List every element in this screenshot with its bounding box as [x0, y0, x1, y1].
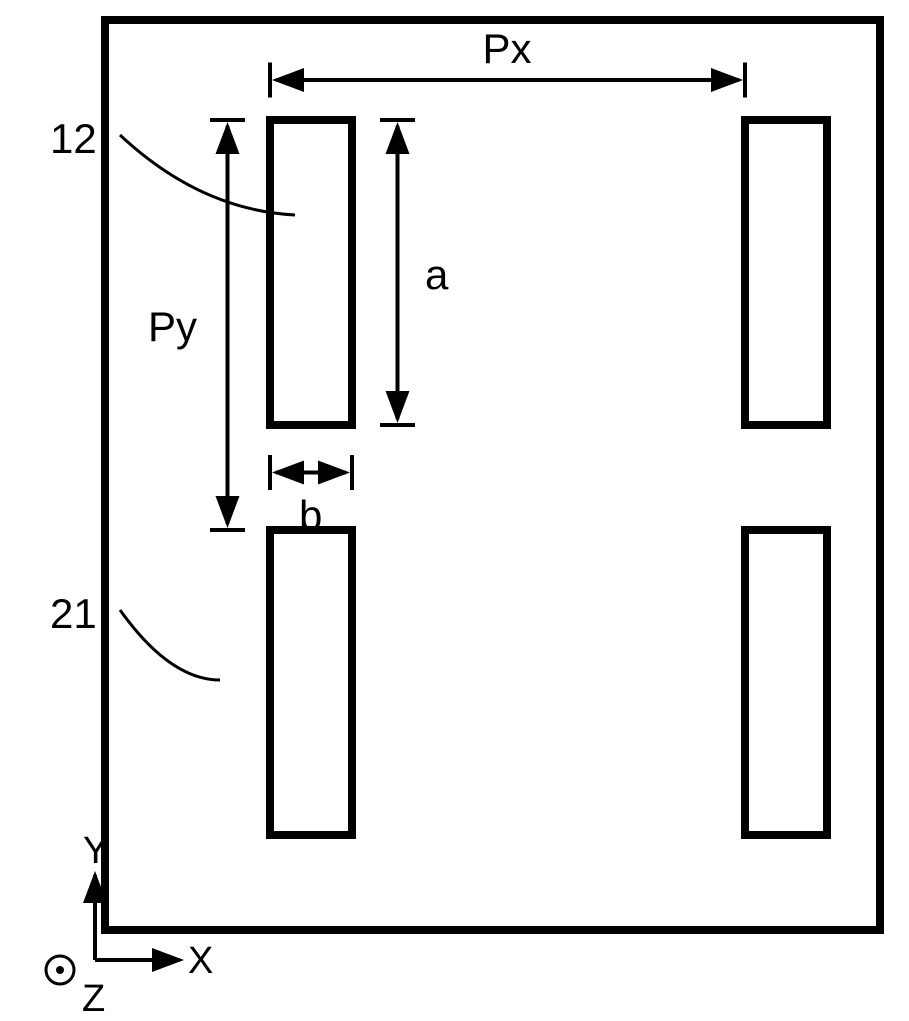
callout-12-label: 12: [50, 115, 97, 163]
py-label: Py: [148, 303, 197, 351]
callout-21-leader: [120, 610, 220, 680]
x-axis-label: X: [188, 940, 213, 983]
unit-rect-0: [270, 120, 352, 425]
px-label: Px: [483, 25, 532, 73]
b-label: b: [299, 492, 322, 540]
diagram-canvas: [0, 0, 909, 1000]
outer-box: [105, 20, 880, 930]
unit-rect-2: [270, 530, 352, 835]
y-axis-label: Y: [83, 830, 108, 873]
unit-rect-1: [745, 120, 827, 425]
unit-rect-3: [745, 530, 827, 835]
a-label: a: [425, 251, 448, 299]
callout-21-label: 21: [50, 590, 97, 638]
z-axis-dot: [56, 966, 64, 974]
